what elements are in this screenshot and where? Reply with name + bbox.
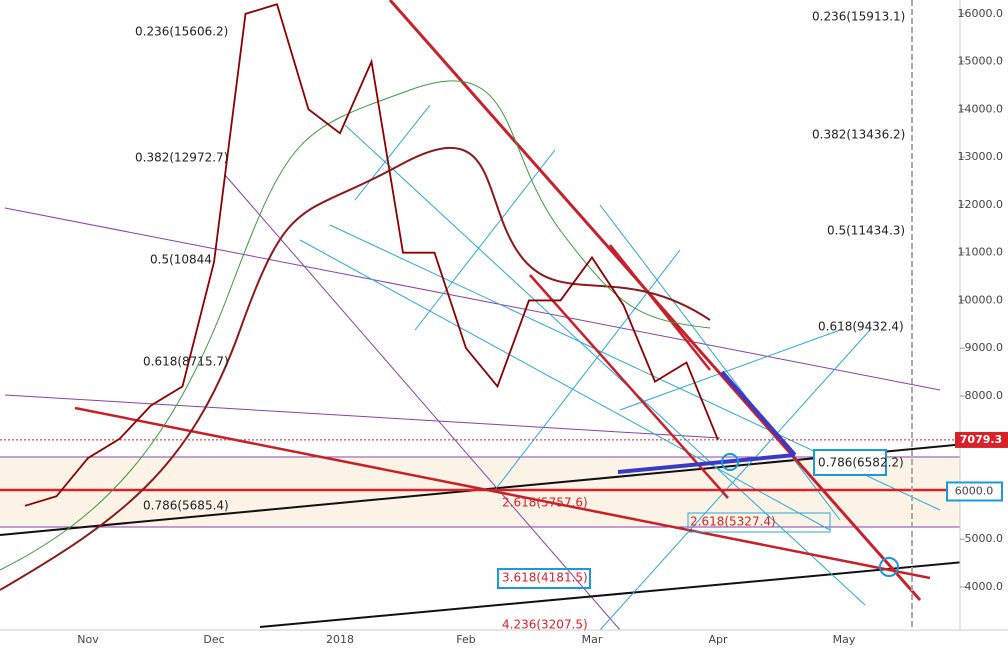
annotation-box [813, 449, 887, 476]
y-tick-label: 14000.0 [958, 102, 1004, 115]
y-tick-label: 11000.0 [958, 246, 1004, 259]
x-tick-label: Feb [456, 633, 475, 646]
y-tick-label: 9000.0 [965, 341, 1004, 354]
level-tag: 6000.0 [955, 484, 994, 497]
annotation: 0.236(15606.2) [135, 25, 228, 39]
x-tick-label: Dec [203, 633, 224, 646]
y-tick-label: 13000.0 [958, 150, 1004, 163]
annotation: 4.236(3207.5) [502, 618, 588, 632]
price-tag-box [955, 431, 1008, 448]
y-tick-label: 12000.0 [958, 198, 1004, 211]
annotation: 2.618(5327.4) [690, 515, 776, 529]
y-tick-label: 8000.0 [965, 389, 1004, 402]
annotation: 0.5(11434.3) [827, 224, 905, 238]
drawings [0, 0, 960, 630]
level-tag-box [946, 481, 1003, 502]
price-layer [24, 3, 719, 507]
y-tick-label: 15000.0 [958, 55, 1004, 68]
annotation: 0.618(8715.7) [143, 355, 229, 369]
annotation: 0.786(5685.4) [143, 499, 229, 513]
zone-band [0, 458, 960, 527]
price-line [24, 3, 719, 507]
annotation-box [497, 568, 591, 589]
annotation-box [687, 512, 831, 533]
x-tick-label: Nov [77, 633, 99, 646]
x-tick-label: May [833, 633, 856, 646]
annotation: 2.618(5757.6) [502, 496, 588, 510]
annotation: 0.382(13436.2) [812, 128, 905, 142]
y-tick-label: 4000.0 [965, 580, 1004, 593]
x-tick-label: Apr [708, 633, 728, 646]
x-tick-label: 2018 [326, 633, 354, 646]
annotation: 3.618(4181.5) [502, 571, 588, 585]
x-tick-label: Mar [582, 633, 603, 646]
annotation: 0.618(9432.4) [818, 320, 904, 334]
annotation: 0.786(6582.2) [818, 456, 904, 470]
annotation: 0.382(12972.7) [135, 151, 228, 165]
y-tick-label: 16000.0 [958, 7, 1004, 20]
y-tick-label: 10000.0 [958, 293, 1004, 306]
y-tick-label: 5000.0 [965, 532, 1004, 545]
annotation: 0.236(15913.1) [812, 10, 905, 24]
annotation: 0.5(10844 [150, 253, 212, 267]
price-tag: 7079.3 [960, 433, 1002, 446]
